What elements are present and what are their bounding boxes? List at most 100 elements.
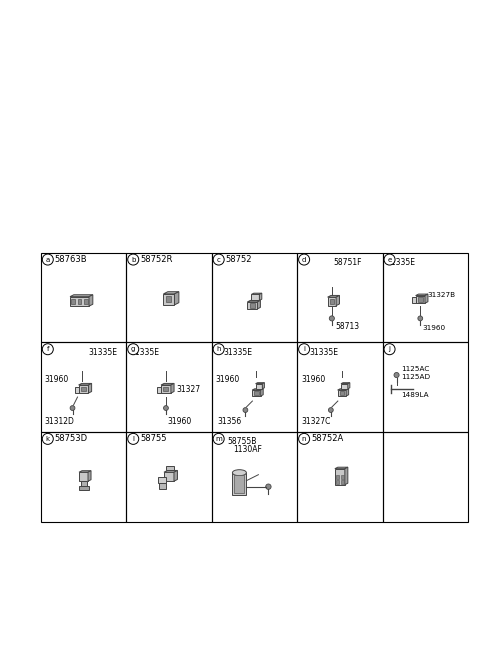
Text: 1125AC: 1125AC [402, 366, 430, 372]
Circle shape [213, 434, 224, 444]
Text: f: f [47, 346, 49, 352]
Text: 31960: 31960 [45, 375, 69, 384]
Polygon shape [335, 468, 345, 485]
Circle shape [70, 405, 75, 411]
Text: 31327C: 31327C [301, 417, 331, 426]
Text: 31960: 31960 [167, 417, 191, 426]
Circle shape [128, 254, 139, 265]
Text: 31327: 31327 [176, 384, 200, 394]
Bar [254, 391, 259, 395]
Polygon shape [164, 292, 179, 294]
Text: 58752A: 58752A [311, 434, 343, 443]
Polygon shape [79, 385, 88, 393]
Bar [336, 480, 339, 484]
Polygon shape [174, 470, 178, 482]
Bar [212, 432, 297, 522]
Text: d: d [302, 256, 306, 262]
Text: 1125AD: 1125AD [402, 374, 431, 380]
Bar [250, 303, 255, 308]
Text: e: e [387, 256, 392, 262]
Bar [297, 342, 383, 432]
Polygon shape [252, 390, 261, 396]
Polygon shape [74, 386, 79, 393]
Bar [81, 386, 86, 392]
Bar [79, 486, 88, 490]
Bar [418, 297, 422, 302]
Text: i: i [303, 346, 305, 352]
Bar [336, 475, 339, 479]
Polygon shape [70, 295, 93, 297]
Text: j: j [389, 346, 391, 352]
Text: 31327B: 31327B [427, 293, 456, 298]
Bar [166, 466, 174, 470]
Polygon shape [88, 383, 92, 393]
Bar [167, 297, 171, 302]
Polygon shape [425, 294, 428, 303]
Circle shape [384, 344, 395, 355]
Circle shape [299, 434, 310, 444]
Polygon shape [263, 382, 264, 389]
Circle shape [42, 434, 53, 444]
Circle shape [394, 373, 399, 378]
Text: m: m [216, 436, 222, 442]
Polygon shape [255, 382, 264, 384]
Text: n: n [302, 436, 306, 442]
Polygon shape [259, 293, 262, 300]
Polygon shape [257, 300, 260, 309]
Polygon shape [327, 297, 336, 306]
Bar [41, 432, 126, 522]
Polygon shape [70, 297, 89, 306]
Bar [297, 432, 383, 522]
Ellipse shape [232, 470, 246, 476]
Circle shape [299, 344, 310, 355]
Bar [72, 298, 75, 304]
Text: 31335E: 31335E [309, 348, 338, 357]
Text: k: k [46, 436, 50, 442]
Circle shape [164, 405, 168, 411]
Bar [164, 386, 168, 392]
Text: 58755B: 58755B [228, 438, 257, 446]
Bar [341, 480, 344, 484]
Text: 1489LA: 1489LA [402, 392, 429, 398]
Text: 58763B: 58763B [55, 255, 87, 264]
Circle shape [418, 316, 423, 321]
Text: h: h [216, 346, 221, 352]
Bar [41, 342, 126, 432]
Text: b: b [131, 256, 135, 262]
Polygon shape [416, 294, 428, 296]
Text: 58752: 58752 [226, 255, 252, 264]
Polygon shape [161, 383, 174, 385]
Circle shape [266, 484, 271, 489]
Text: 31335E: 31335E [88, 348, 117, 357]
Circle shape [213, 344, 224, 355]
Circle shape [243, 407, 248, 413]
Text: 1130AF: 1130AF [234, 445, 263, 455]
Text: g: g [131, 346, 135, 352]
Bar [81, 482, 86, 486]
Bar [340, 391, 344, 395]
Bar [330, 299, 334, 304]
Polygon shape [345, 467, 348, 485]
Polygon shape [327, 295, 339, 297]
Bar [341, 475, 344, 479]
Polygon shape [252, 293, 262, 295]
Polygon shape [337, 390, 346, 396]
Circle shape [213, 254, 224, 265]
Polygon shape [171, 383, 174, 393]
Polygon shape [89, 295, 93, 306]
Bar [84, 298, 87, 304]
Text: 31335E: 31335E [386, 258, 416, 267]
Polygon shape [348, 382, 350, 389]
Text: 58752R: 58752R [140, 255, 173, 264]
Bar [383, 432, 468, 522]
Polygon shape [247, 302, 257, 309]
Polygon shape [79, 472, 88, 482]
Polygon shape [164, 470, 178, 472]
Bar [383, 342, 468, 432]
Polygon shape [335, 467, 348, 468]
Bar [41, 253, 126, 342]
Text: l: l [132, 436, 134, 442]
Text: 31335E: 31335E [130, 348, 159, 357]
Text: 31335E: 31335E [224, 348, 252, 357]
Text: 31960: 31960 [216, 375, 240, 384]
